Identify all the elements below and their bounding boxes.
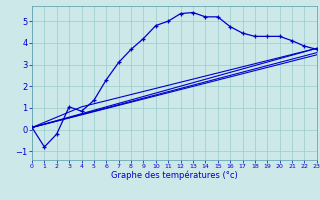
X-axis label: Graphe des températures (°c): Graphe des températures (°c)	[111, 171, 238, 180]
